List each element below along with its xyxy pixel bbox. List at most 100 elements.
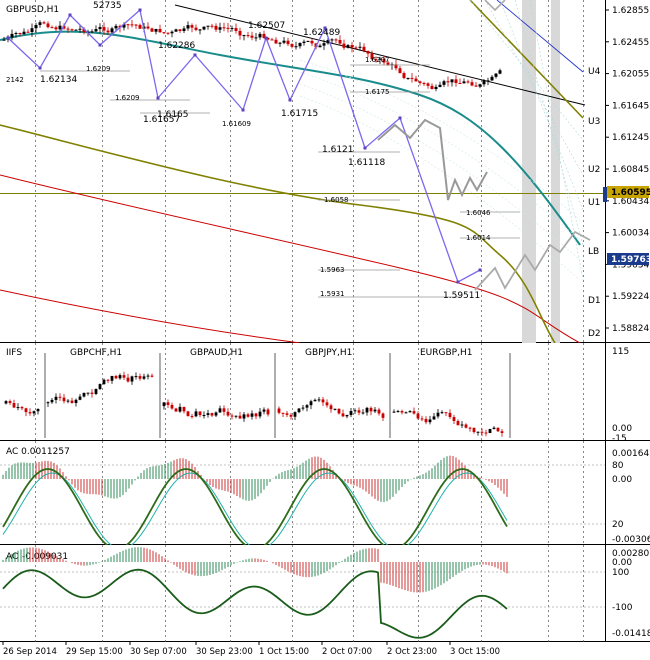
level-label-d1: D1 (588, 296, 601, 306)
ac-scale-label: -0.003065 (612, 535, 650, 545)
cross-candle-body (98, 384, 102, 389)
cross-candle-body (206, 413, 210, 416)
candle-body (290, 44, 294, 47)
candle-body (362, 46, 366, 51)
currency-cross-panel[interactable]: IIFS GBPCHF,H1 GBPAUD,H1 GBPJPY,H1 EURGBP,H… (0, 343, 650, 441)
candle-body (374, 59, 378, 61)
candle-body (486, 80, 490, 82)
cross-candle-body (82, 392, 86, 397)
candle-body (370, 53, 374, 60)
candle-body (450, 79, 454, 83)
cross-candle-body (404, 412, 408, 414)
cross-candle-body (90, 392, 94, 394)
cross-candle-body (424, 418, 428, 423)
time-label: 30 Sep 23:00 (196, 647, 253, 657)
candle-body (54, 27, 58, 30)
cross-candle-body (178, 406, 182, 412)
main-price-chart[interactable]: GBPUSD,H1 1.62855 1.62455 1.62055 1.61645 1.… (0, 0, 650, 343)
price-tick-label: 1.60434 (612, 197, 649, 207)
channel-line (299, 71, 581, 241)
candle-body (342, 43, 346, 48)
price-tick-label: 1.60845 (612, 165, 649, 175)
ac-main-line (2, 468, 508, 545)
candle-body (150, 28, 154, 32)
candle-body (254, 37, 258, 39)
cross-candle-body (12, 403, 16, 408)
candle-body (274, 39, 278, 44)
candle-body (442, 81, 446, 85)
swing-price-label: 1.6175 (365, 88, 390, 96)
projection-path-top (484, 0, 506, 12)
cross-candle-body (146, 375, 150, 377)
fan-line (484, 0, 584, 176)
candle-body (114, 25, 118, 29)
candle-body (134, 24, 138, 26)
candle-body (238, 30, 242, 36)
cross-candle-body (293, 412, 297, 417)
candle-body (346, 45, 350, 48)
currency-scale-label: 115 (612, 347, 629, 357)
cross-candle-body (28, 412, 32, 414)
swing-price-label: 1.6058 (324, 196, 349, 204)
swing-price-label: 52735 (93, 1, 122, 11)
candle-body (382, 58, 386, 63)
cross-candle-body (484, 432, 488, 434)
candle-body (98, 27, 102, 30)
olive-ma (0, 124, 556, 343)
cross-candle-body (381, 413, 385, 418)
candle-body (430, 85, 434, 90)
cross-candle-body (138, 376, 142, 379)
candle-body (174, 29, 178, 32)
candle-body (110, 28, 114, 33)
candle-body (482, 80, 486, 85)
candle-body (222, 27, 226, 29)
swing-price-label: 1.62507 (248, 21, 285, 31)
cross-candle-body (313, 399, 317, 402)
cross-candle-body (134, 376, 138, 378)
candle-body (386, 62, 390, 66)
cross-candle-body (337, 408, 341, 414)
ao-label: AO -0.009031 (6, 552, 68, 562)
candle-body (242, 35, 246, 37)
cross-candle-body (238, 415, 242, 419)
cross-candle-body (297, 408, 301, 413)
zigzag-point (38, 66, 42, 70)
cross-candle-body (341, 413, 345, 417)
candle-body (102, 27, 106, 31)
cross-candle-body (226, 411, 230, 416)
cross-candle-body (496, 427, 500, 432)
zigzag-point (241, 108, 245, 112)
cross-candle-body (62, 397, 66, 402)
candle-body (378, 58, 382, 60)
cross-candle-body (440, 412, 444, 414)
cross-candle-body (20, 407, 24, 409)
candle-body (190, 25, 194, 28)
channel-line (299, 95, 581, 281)
cross-candle-body (345, 414, 349, 417)
candle-body (34, 24, 38, 29)
trend-line (174, 4, 586, 106)
cross-candle-body (222, 408, 226, 412)
cross-candle-body (488, 429, 492, 433)
swing-price-label: 1.6165 (157, 110, 189, 120)
cross-candle-body (194, 411, 198, 417)
candle-body (170, 31, 174, 34)
cross-candle-body (110, 375, 114, 381)
candle-body (230, 28, 234, 30)
swing-price-label: 1.5931 (320, 290, 345, 298)
price-tick-label: 1.62055 (612, 70, 649, 80)
candle-body (130, 24, 134, 26)
chart-title: GBPUSD,H1 (6, 5, 59, 15)
cross-candle-body (130, 376, 134, 382)
candle-body (246, 35, 250, 37)
ao-scale-label: 0.002801 (612, 549, 650, 559)
accelerator-oscillator-panel[interactable]: AC 0.0011257 0.001642 80 0.00 20 -0.003065 (0, 441, 650, 545)
blue-channel-line (496, 0, 584, 73)
cross-candle-body (78, 396, 82, 400)
cross-candle-body (150, 375, 154, 377)
cross-candle-body (472, 427, 476, 433)
currency-pair-label: GBPCHF,H1 (70, 348, 122, 358)
zigzag-point (323, 26, 327, 30)
candle-body (310, 40, 314, 44)
